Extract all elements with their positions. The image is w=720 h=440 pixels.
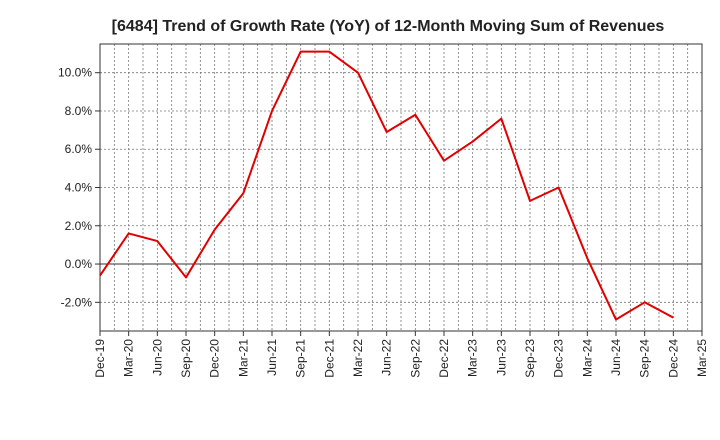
grid-lines (99, 44, 703, 331)
x-tick-label: Mar-22 (351, 339, 365, 377)
x-tick-label: Mar-24 (580, 339, 594, 377)
x-tick-label: Mar-25 (695, 339, 709, 377)
x-tick-label: Jun-24 (609, 339, 623, 376)
x-tick-label: Jun-22 (380, 339, 394, 376)
x-tick-label: Jun-23 (494, 339, 508, 376)
x-tick-label: Sep-20 (179, 339, 193, 378)
x-tick-label: Jun-20 (150, 339, 164, 376)
x-tick-label: Dec-22 (437, 339, 451, 378)
x-tick-label: Sep-21 (294, 339, 308, 378)
x-tick-label: Dec-23 (552, 339, 566, 378)
x-tick-label: Jun-21 (265, 339, 279, 376)
x-tick-label: Dec-21 (322, 339, 336, 378)
y-tick-label: 0.0% (65, 257, 93, 271)
x-tick-label: Dec-20 (208, 339, 222, 378)
y-tick-label: 2.0% (65, 219, 93, 233)
y-axis: 10.0% 8.0% 6.0% 4.0% 2.0% 0.0% -2.0% (58, 66, 100, 309)
x-tick-label: Mar-21 (236, 339, 250, 377)
y-tick-label: 10.0% (58, 66, 92, 80)
x-tick-label: Sep-22 (408, 339, 422, 378)
y-tick-label: 8.0% (65, 104, 93, 118)
y-tick-label: 4.0% (65, 181, 93, 195)
x-tick-label: Dec-19 (93, 339, 107, 378)
x-tick-label: Sep-24 (638, 339, 652, 378)
series-group (99, 50, 674, 321)
x-tick-label: Sep-23 (523, 339, 537, 378)
y-tick-label: 6.0% (65, 142, 93, 156)
y-tick-label: -2.0% (61, 295, 93, 309)
x-tick-label: Mar-20 (122, 339, 136, 377)
chart-title: [6484] Trend of Growth Rate (YoY) of 12-… (112, 18, 665, 35)
x-axis: Dec-19 Mar-20 Jun-20 Sep-20 Dec-20 Mar-21 Jun-… (93, 331, 709, 378)
x-tick-label: Mar-23 (466, 339, 480, 377)
x-tick-label: Dec-24 (666, 339, 680, 378)
series-line (99, 50, 674, 321)
